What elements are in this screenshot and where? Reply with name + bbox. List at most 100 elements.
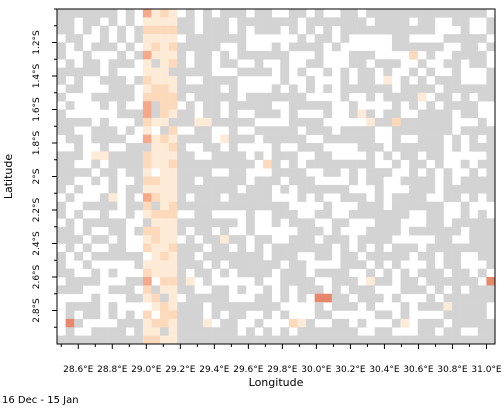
map-cell: [306, 76, 315, 85]
map-cell: [203, 50, 212, 60]
map-cell: [142, 235, 152, 244]
map-cell: [245, 260, 255, 269]
map-cell: [426, 260, 436, 269]
map-cell: [168, 293, 178, 303]
map-cell: [417, 335, 427, 345]
map-cell: [383, 76, 393, 85]
map-cell: [160, 318, 169, 328]
map-cell: [417, 134, 427, 144]
map-cell: [323, 84, 333, 94]
map-cell: [203, 176, 212, 186]
map-cell: [228, 134, 238, 144]
map-cell: [151, 251, 161, 261]
map-cell: [74, 143, 84, 152]
map-cell: [366, 143, 376, 152]
map-cell: [297, 134, 307, 144]
map-cell: [469, 84, 479, 94]
map-cell: [142, 117, 152, 127]
map-cell: [220, 293, 230, 303]
map-cell: [460, 176, 470, 186]
map-cell: [160, 168, 169, 177]
map-cell: [280, 184, 290, 194]
map-cell: [391, 143, 401, 152]
map-cell: [323, 184, 333, 194]
map-cell: [220, 218, 230, 228]
map-cell: [297, 235, 307, 244]
map-cell: [194, 260, 204, 269]
map-cell: [366, 84, 376, 94]
map-cell: [400, 310, 410, 320]
map-cell: [160, 50, 169, 60]
map-cell: [314, 42, 324, 52]
map-cell: [383, 84, 393, 94]
map-cell: [142, 277, 152, 286]
map-cell: [160, 285, 169, 295]
map-cell: [280, 67, 290, 77]
map-cell: [263, 109, 273, 119]
map-cell: [271, 201, 281, 211]
map-cell: [417, 318, 427, 328]
map-cell: [357, 293, 367, 303]
map-cell: [409, 84, 419, 94]
map-cell: [203, 92, 212, 102]
map-cell: [340, 235, 350, 244]
map-cell: [160, 134, 169, 144]
map-cell: [57, 126, 66, 135]
map-cell: [477, 92, 487, 102]
map-cell: [486, 126, 496, 135]
map-cell: [211, 251, 221, 261]
map-cell: [177, 42, 187, 52]
map-cell: [434, 76, 444, 85]
map-cell: [426, 126, 436, 135]
map-cell: [426, 117, 436, 127]
map-cell: [452, 50, 461, 60]
map-cell: [477, 293, 487, 303]
map-cell: [125, 210, 135, 219]
map-cell: [288, 9, 298, 18]
map-cell: [366, 109, 376, 119]
map-cell: [194, 226, 204, 236]
map-cell: [417, 176, 427, 186]
map-cell: [177, 327, 187, 336]
map-cell: [391, 9, 401, 18]
map-cell: [366, 176, 376, 186]
map-cell: [237, 67, 247, 77]
map-cell: [469, 59, 479, 68]
map-cell: [254, 176, 264, 186]
map-cell: [443, 84, 453, 94]
map-cell: [160, 218, 169, 228]
map-cell: [434, 134, 444, 144]
map-cell: [177, 243, 187, 253]
map-cell: [134, 327, 144, 336]
map-cell: [477, 176, 487, 186]
map-cell: [194, 293, 204, 303]
map-cell: [108, 302, 118, 311]
map-cell: [237, 159, 247, 169]
map-cell: [486, 318, 496, 328]
map-cell: [434, 318, 444, 328]
map-cell: [357, 134, 367, 144]
map-cell: [443, 251, 453, 261]
map-cell: [211, 218, 221, 228]
map-cell: [228, 109, 238, 119]
map-cell: [237, 310, 247, 320]
map-cell: [142, 210, 152, 219]
map-cell: [391, 335, 401, 345]
map-cell: [228, 117, 238, 127]
map-cell: [460, 34, 470, 43]
map-cell: [434, 235, 444, 244]
map-cell: [288, 176, 298, 186]
map-cell: [349, 109, 358, 119]
map-cell: [469, 218, 479, 228]
map-cell: [168, 109, 178, 119]
map-cell: [357, 318, 367, 328]
map-cell: [91, 310, 101, 320]
map-cell: [160, 235, 169, 244]
map-cell: [383, 109, 393, 119]
map-cell: [383, 335, 393, 345]
map-cell: [160, 59, 169, 68]
map-cell: [254, 17, 264, 27]
x-tick-label: 30.0°E: [301, 365, 332, 375]
map-cell: [314, 50, 324, 60]
map-cell: [314, 210, 324, 219]
